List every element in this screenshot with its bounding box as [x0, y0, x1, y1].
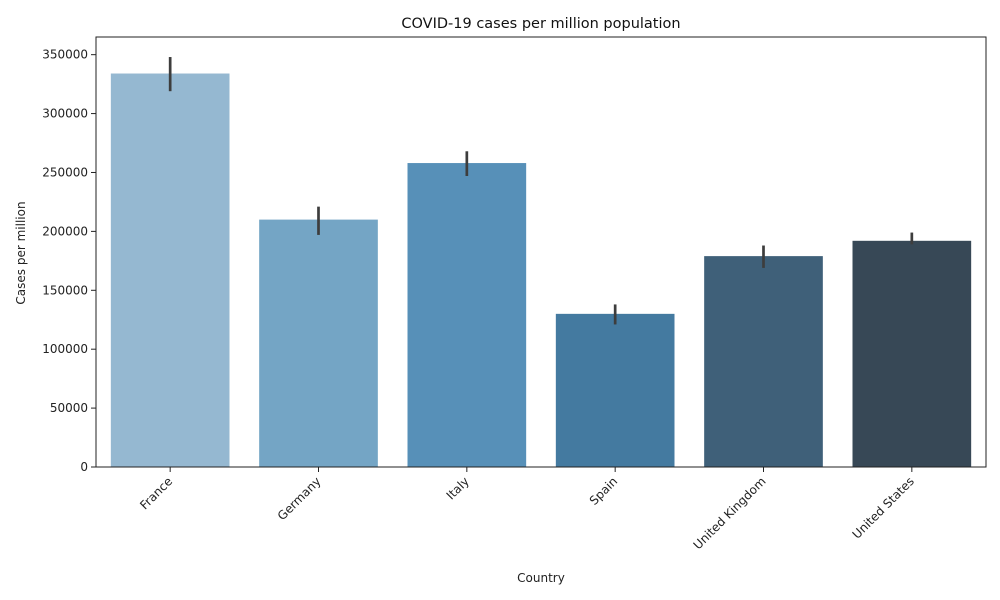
x-tick-label: Italy [444, 474, 472, 502]
bar [259, 219, 378, 467]
bar [852, 240, 972, 467]
bar [704, 256, 823, 467]
x-tick-label: United States [850, 474, 917, 541]
y-axis-label: Cases per million [14, 201, 28, 304]
bar [555, 313, 675, 467]
y-tick-label: 350000 [42, 48, 88, 62]
x-tick-label: United Kingdom [691, 474, 769, 552]
y-tick-label: 300000 [42, 107, 88, 121]
y-tick-label: 50000 [50, 401, 88, 415]
chart-title: COVID-19 cases per million population [401, 16, 680, 32]
y-tick-label: 0 [80, 460, 88, 474]
axes-frame [95, 36, 987, 468]
y-tick-label: 200000 [42, 224, 88, 238]
x-tick-label: Germany [275, 474, 324, 523]
y-tick-label: 250000 [42, 165, 88, 179]
x-tick-label: France [137, 474, 175, 512]
x-axis-label: Country [517, 571, 565, 585]
y-tick-label: 100000 [42, 342, 88, 356]
bar [110, 73, 230, 468]
y-tick-label: 150000 [42, 283, 88, 297]
x-tick-label: Spain [587, 474, 621, 508]
bar [407, 163, 527, 467]
plot-area: 0 50000 100000 150000 200000 250000 300000 3500… [42, 36, 987, 552]
